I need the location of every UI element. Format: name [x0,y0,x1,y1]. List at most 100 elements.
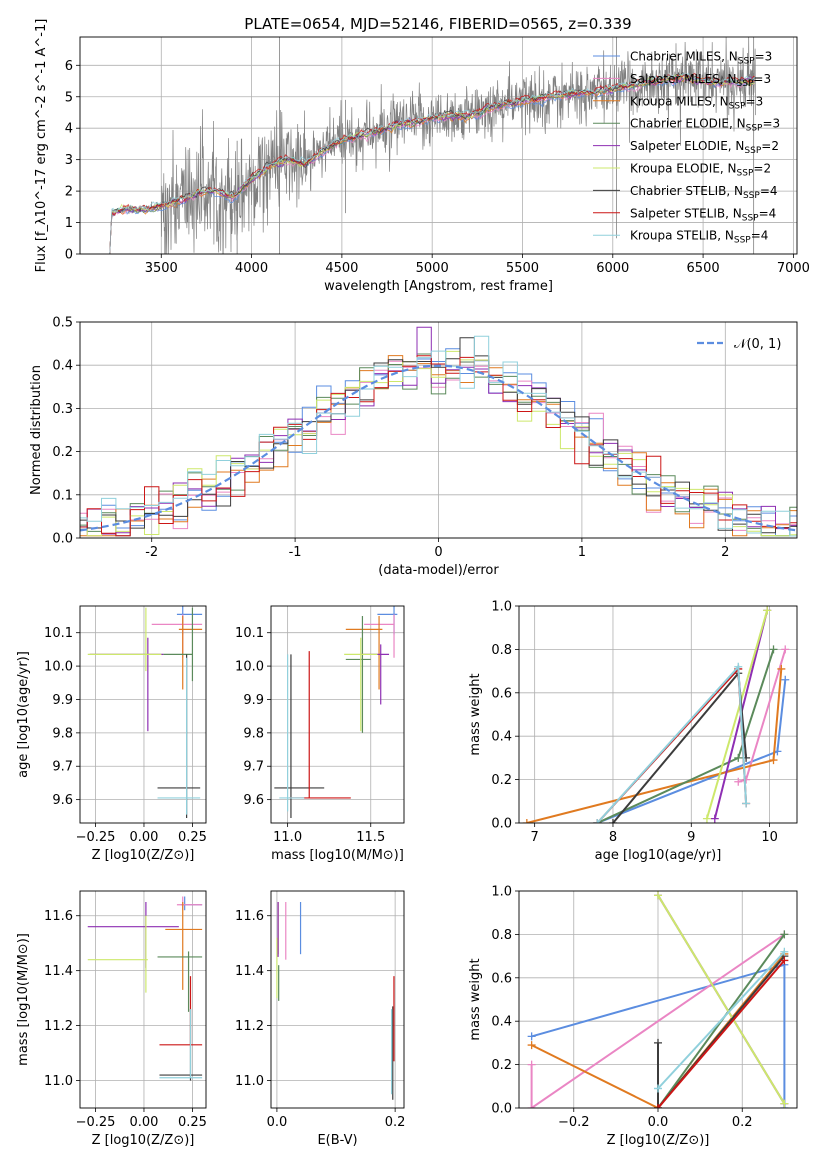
legend-entry: Kroupa ELODIE, NSSP=2 [630,162,771,179]
errorbar-point-chabrier_stelib [274,654,325,818]
y-tick-label: 0.2 [491,1058,512,1073]
weight-marker-chabrier_elodie [780,930,789,939]
y-tick-label: 0.1 [52,488,73,503]
plots-layer: 3500 4000 4500 5000 5500 6000 6500 7000 0 1 2 3 4 5 6 w… [16,19,810,1148]
weight-line-kroupa_stelib [657,951,786,1090]
y-tick-label: 0.8 [491,643,512,658]
legend-label: Salpeter STELIB, N [630,206,742,220]
x-axis-label: wavelength [Angstrom, rest frame] [324,279,553,294]
legend-entry: Kroupa STELIB, NSSP=4 [630,229,768,246]
y-axis-label: mass weight [468,958,483,1040]
weight-marker-salpeter_miles [781,645,790,654]
weight-marker-kroupa_stelib [742,799,751,808]
legend-sub: SSP [729,101,746,111]
y-axis-label: age [log10(age/yr)] [16,651,31,778]
x-tick-label: -2 [145,545,158,560]
errorbar-point-kroupa_elodie [344,637,378,732]
legend-label: 𝒩(0, 1) [734,337,781,352]
weight-marker-chabrier_elodie [769,645,778,654]
y-tick-label: 1.0 [491,885,512,900]
legend-count: =4 [760,184,778,198]
weight-line-kroupa_elodie [705,610,769,819]
legend-label: Chabrier ELODIE, N [630,117,746,131]
y-tick-label: 0.6 [491,686,512,701]
x-tick-label: 2 [721,545,729,560]
weight-marker-kroupa_miles [777,664,786,673]
y-tick-label: 5 [65,90,73,105]
errorbar-point-salpeter_miles [176,896,203,911]
axes-frame [79,321,798,539]
x-tick-label: 0.25 [178,830,207,845]
errorbar-point-chabrier_miles [176,606,203,635]
legend-label: Kroupa ELODIE, N [630,162,737,176]
legend-sub: SSP [738,57,755,67]
y-tick-label: 0.5 [52,316,73,331]
legend-entry: Chabrier ELODIE, NSSP=3 [630,117,780,134]
errorbar-point-kroupa_stelib [157,657,201,815]
plot-area [274,606,398,818]
model-spectrum-kroupa_stelib [109,73,755,254]
errorbar-point-kroupa_stelib [279,654,305,812]
panel-age_vs_Z: −0.25 0.00 0.25 9.6 9.7 9.8 9.9 10.0 10.1 Z [log1… [16,605,207,863]
x-tick-label: −0.2 [558,1115,590,1130]
x-axis-label: mass [log10(M/M⊙)] [271,848,404,863]
plot-area [527,891,789,1108]
y-tick-label: 9.6 [243,793,264,808]
x-tick-label: 6500 [687,261,720,276]
x-tick-label: −0.25 [76,1115,116,1130]
y-tick-label: 11.0 [235,1074,264,1089]
legend-label: Salpeter MILES, N [630,72,737,86]
axes-frame [79,36,798,255]
y-tick-label: 11.2 [235,1019,264,1034]
plot-area [80,326,797,537]
errorbar-point-salpeter_miles [151,614,203,658]
x-tick-label: 9 [687,830,695,845]
y-axis-label: Flux [f_λ10^-17 erg cm^-2 s^-1 A^-1] [34,19,49,273]
y-axis-label: mass weight [468,673,483,755]
weight-marker-salpeter_miles [742,775,751,784]
y-tick-label: 0.4 [491,730,512,745]
errorbar-point-kroupa_elodie [87,607,162,672]
weight-marker-kroupa_miles [522,819,531,823]
weight-marker-kroupa_stelib [654,1084,662,1093]
legend-entry: Salpeter ELODIE, NSSP=2 [630,139,779,156]
y-tick-label: 9.9 [243,693,264,708]
legend-label: Kroupa MILES, N [630,94,729,108]
legend-label: Chabrier MILES, N [630,50,738,64]
x-tick-label: 3500 [145,261,178,276]
x-tick-label: 0.00 [129,1115,158,1130]
x-tick-label: 11.5 [356,830,385,845]
y-tick-label: 0.2 [52,445,73,460]
plot-area [109,37,756,254]
legend-entry: Chabrier MILES, NSSP=3 [630,50,772,67]
errorbar-point-chabrier_elodie [157,951,203,1012]
panel-mass_vs_EBV: 0.0 0.2 11.0 11.2 11.4 11.6 E(B-V) [235,890,406,1148]
weight-marker-kroupa_elodie [654,891,662,900]
weight-marker-salpeter_miles [527,1104,536,1108]
y-axis-label: Normed distribution [29,365,44,495]
x-tick-label: 6000 [596,261,629,276]
y-tick-label: 2 [65,185,73,200]
y-tick-label: 0.0 [491,817,512,832]
x-tick-label: 0.2 [385,1115,406,1130]
x-tick-label: 0.0 [267,1115,288,1130]
x-tick-label: 7000 [777,261,810,276]
weight-marker-kroupa_elodie [763,606,772,615]
y-tick-label: 6 [65,59,73,74]
x-tick-label: 0.00 [129,830,158,845]
data-spectrum-line [109,37,756,254]
y-tick-label: 11.0 [44,1074,73,1089]
plot-area [87,896,203,1081]
weight-marker-salpeter_miles [527,1060,536,1069]
weight-marker-salpeter_miles [734,777,743,786]
weight-line-salpeter_stelib [657,959,786,1108]
y-tick-label: 11.6 [44,909,73,924]
y-tick-label: 10.1 [235,626,264,641]
weight-marker-kroupa_miles [769,756,778,765]
legend-entry: Salpeter MILES, NSSP=3 [630,72,771,89]
y-tick-label: 0.3 [52,402,73,417]
legend-sub: SSP [743,191,760,201]
panel-mass_vs_Z: −0.25 0.00 0.25 11.0 11.2 11.4 11.6 Z [log10(Z/… [16,890,207,1148]
